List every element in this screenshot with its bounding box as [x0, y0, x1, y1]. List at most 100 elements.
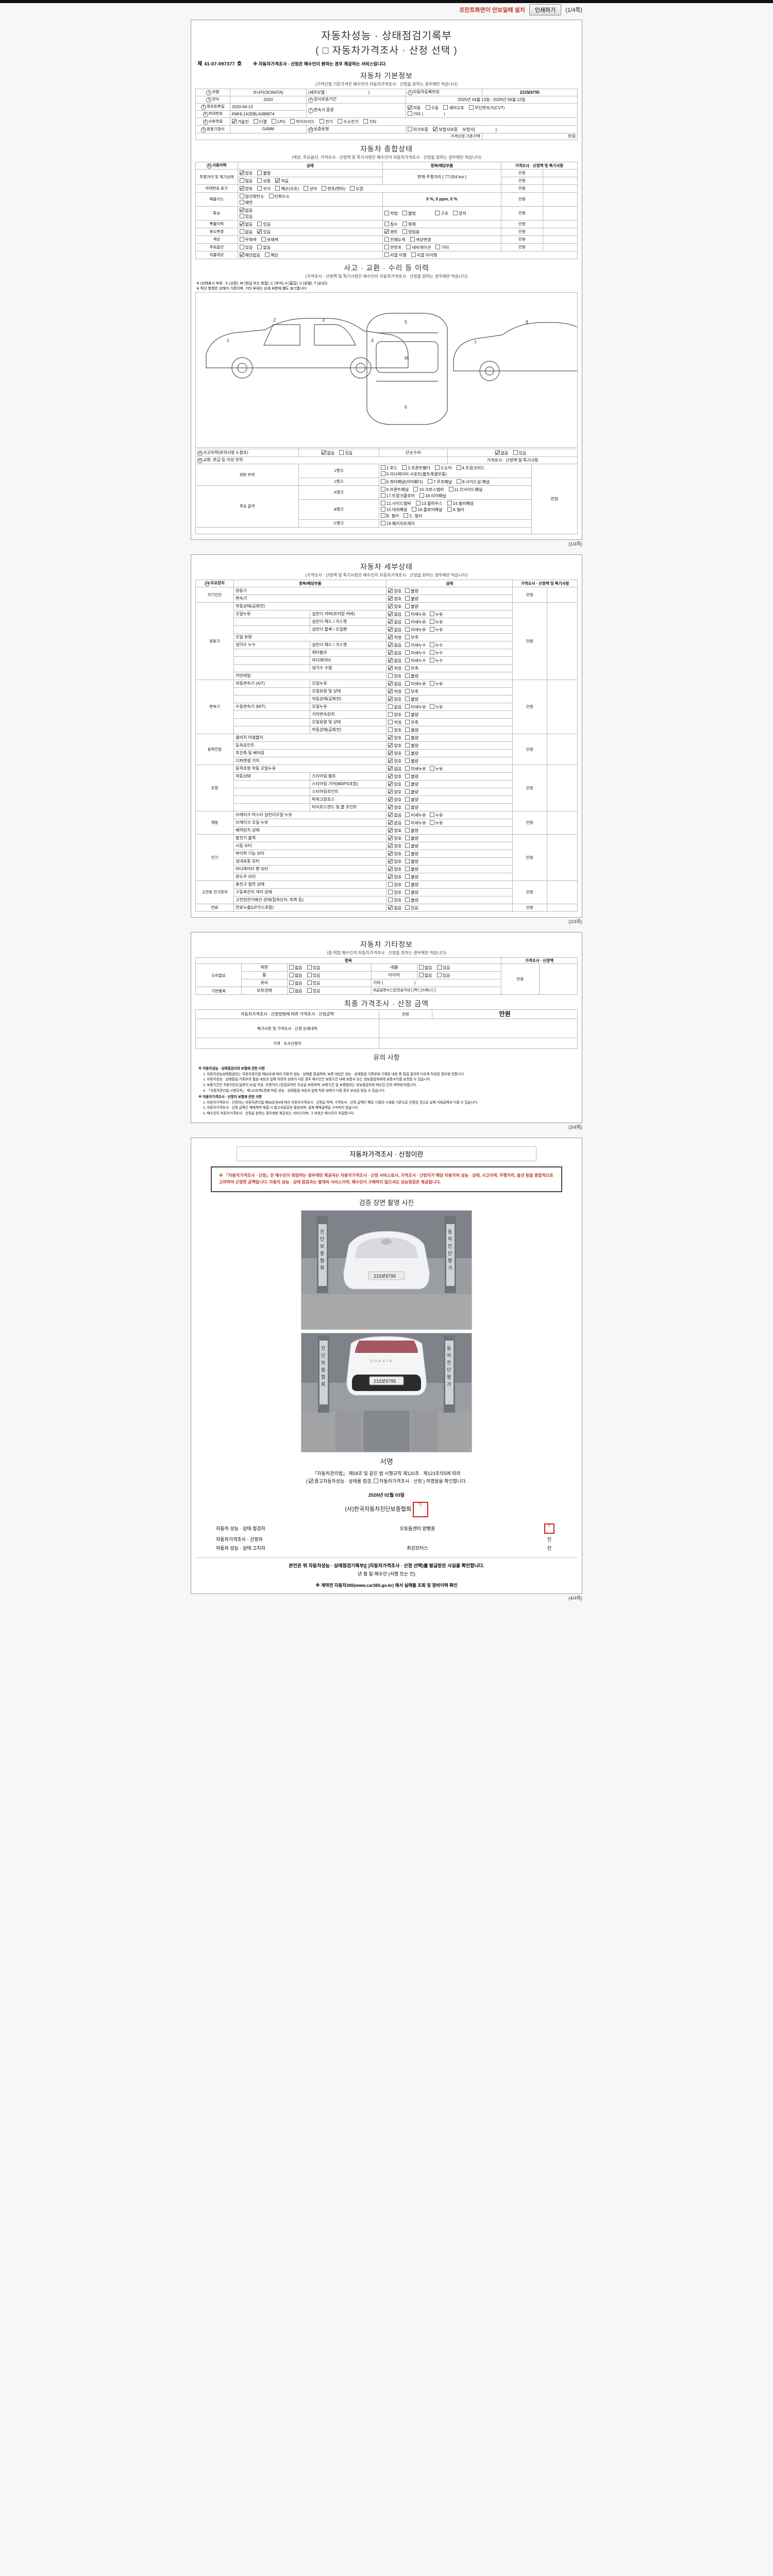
state-option[interactable]: 있음: [405, 905, 418, 911]
opt-na[interactable]: 해당없음: [239, 252, 260, 258]
state-option[interactable]: 불량: [405, 897, 418, 903]
opt-smoke[interactable]: 매연: [239, 199, 253, 206]
state-option[interactable]: 양호: [388, 711, 401, 718]
opt-altered[interactable]: 변조(변타): [322, 185, 345, 192]
fuel-opt-diesel[interactable]: 디젤: [254, 118, 267, 125]
opt-yes[interactable]: 있음: [339, 450, 352, 456]
state-option[interactable]: 불량: [405, 673, 418, 679]
opt-yes[interactable]: 있음: [257, 221, 271, 227]
opt-good[interactable]: 양호: [239, 185, 253, 192]
note-input[interactable]: [378, 1019, 578, 1039]
checkbox-performance[interactable]: [309, 1479, 314, 1484]
state-option[interactable]: 불량: [405, 735, 418, 741]
state-option[interactable]: 양호: [388, 858, 401, 865]
state-option[interactable]: 불량: [405, 781, 418, 787]
part-quarter-panel[interactable]: 6.쿼터패널(리어휀더): [380, 479, 423, 485]
state-option[interactable]: 미세누수: [405, 650, 426, 656]
opt-fire[interactable]: 화재: [402, 221, 416, 227]
state-option[interactable]: 양호: [388, 727, 401, 733]
opt-damaged[interactable]: 훼손(오손): [275, 185, 299, 192]
opt-none[interactable]: 없음: [289, 964, 303, 971]
part-front-panel[interactable]: 9.프론트패널: [380, 486, 409, 493]
state-option[interactable]: 양호: [388, 835, 401, 841]
other-price-input[interactable]: [539, 963, 578, 995]
state-option[interactable]: 양호: [388, 696, 401, 702]
opt-different[interactable]: 상이: [304, 185, 317, 192]
state-option[interactable]: 없음: [388, 642, 401, 648]
part-package-tray[interactable]: 19.패키지트레이: [380, 520, 415, 527]
opt-illegal[interactable]: 불법: [402, 210, 416, 216]
trans-opt-manual[interactable]: 수동: [425, 105, 439, 111]
state-option[interactable]: 불량: [405, 874, 418, 880]
state-option[interactable]: 부족: [405, 665, 418, 671]
state-option[interactable]: 미세누유: [405, 766, 426, 772]
opt-device[interactable]: 장치: [453, 210, 466, 216]
part-dash-panel[interactable]: 15.대쉬패널: [380, 506, 407, 513]
opt-other[interactable]: 기타: [435, 244, 449, 250]
state-option[interactable]: 불량: [405, 851, 418, 857]
opt-colorchange[interactable]: 색상변경: [410, 236, 431, 243]
opt-none[interactable]: 없음: [321, 450, 334, 456]
state-option[interactable]: 적정: [388, 688, 401, 694]
accident-price-cell[interactable]: 만원: [531, 464, 578, 534]
state-option[interactable]: 불량: [405, 758, 418, 764]
opt-few[interactable]: 적음: [275, 178, 289, 184]
state-option[interactable]: 누유: [429, 812, 443, 818]
state-option[interactable]: 미세누수: [405, 642, 426, 648]
part-cross-member[interactable]: 10.크로스멤버: [413, 486, 444, 493]
opt-recall-done[interactable]: 리콜 이행: [384, 252, 407, 258]
opt-navigation[interactable]: 네비게이션: [406, 244, 431, 250]
detail-price-input[interactable]: [546, 734, 578, 765]
fuel-opt-hydrogen[interactable]: 수소전기: [338, 118, 359, 125]
state-option[interactable]: 불량: [405, 750, 418, 756]
part-a-pillar[interactable]: A.필러: [447, 506, 464, 513]
state-option[interactable]: 적정: [388, 634, 401, 640]
opt-co[interactable]: 일산화탄소: [239, 193, 264, 199]
state-option[interactable]: 없음: [388, 681, 401, 687]
state-option[interactable]: 양호: [388, 758, 401, 764]
opt-corrosion[interactable]: 부식: [257, 185, 271, 192]
detail-price-input[interactable]: [546, 602, 578, 680]
detail-price-input[interactable]: [546, 765, 578, 811]
opt-yes[interactable]: 있음: [436, 972, 450, 978]
part-trunk-floor[interactable]: 17.트렁크플로어: [380, 493, 415, 499]
state-option[interactable]: 적정: [388, 719, 401, 725]
state-option[interactable]: 불량: [405, 742, 418, 749]
state-option[interactable]: 누수: [429, 642, 443, 648]
state-option[interactable]: 없음: [388, 626, 401, 633]
opt-bad[interactable]: 불량: [257, 170, 271, 176]
opt-yes[interactable]: 있음: [307, 964, 321, 971]
detail-price-input[interactable]: [546, 834, 578, 881]
state-option[interactable]: 미세누유: [405, 812, 426, 818]
fuel-opt-hybrid[interactable]: 하이브리드: [290, 118, 315, 125]
state-option[interactable]: 불량: [405, 889, 418, 895]
opt-business[interactable]: 영업용: [402, 229, 419, 235]
state-option[interactable]: 양호: [388, 897, 401, 903]
detail-price-input[interactable]: [546, 587, 578, 603]
state-option[interactable]: 양호: [388, 804, 401, 810]
opt-none[interactable]: 없음: [289, 972, 303, 978]
part-rear-panel[interactable]: 18.리어패널: [419, 493, 446, 499]
warranty-opt-self[interactable]: 자가보증: [407, 126, 428, 132]
fuel-opt-gasoline[interactable]: 가솔린: [231, 118, 249, 125]
part-side-sill[interactable]: 8.사이드실 패널: [457, 479, 490, 485]
price-input[interactable]: [543, 184, 578, 193]
state-option[interactable]: 없음: [388, 905, 401, 911]
part-pillar-panel[interactable]: 14.필러패널: [447, 500, 474, 506]
final-price-value[interactable]: 만원: [432, 1009, 578, 1020]
state-option[interactable]: 부족: [405, 719, 418, 725]
state-option[interactable]: 양호: [388, 588, 401, 594]
price-input[interactable]: [543, 243, 578, 251]
state-option[interactable]: 누유: [429, 681, 443, 687]
state-option[interactable]: 불량: [405, 603, 418, 609]
state-option[interactable]: 누수: [429, 657, 443, 664]
state-option[interactable]: 없음: [388, 766, 401, 772]
opt-yes[interactable]: 있음: [239, 213, 253, 219]
opt-hc[interactable]: 탄화수소: [268, 193, 290, 199]
state-option[interactable]: 없음: [388, 611, 401, 617]
state-option[interactable]: 불량: [405, 827, 418, 834]
price-input[interactable]: [543, 206, 578, 221]
opt-none[interactable]: 없음: [257, 244, 271, 250]
opt-yes[interactable]: 있음: [257, 229, 271, 235]
state-option[interactable]: 없음: [388, 650, 401, 656]
